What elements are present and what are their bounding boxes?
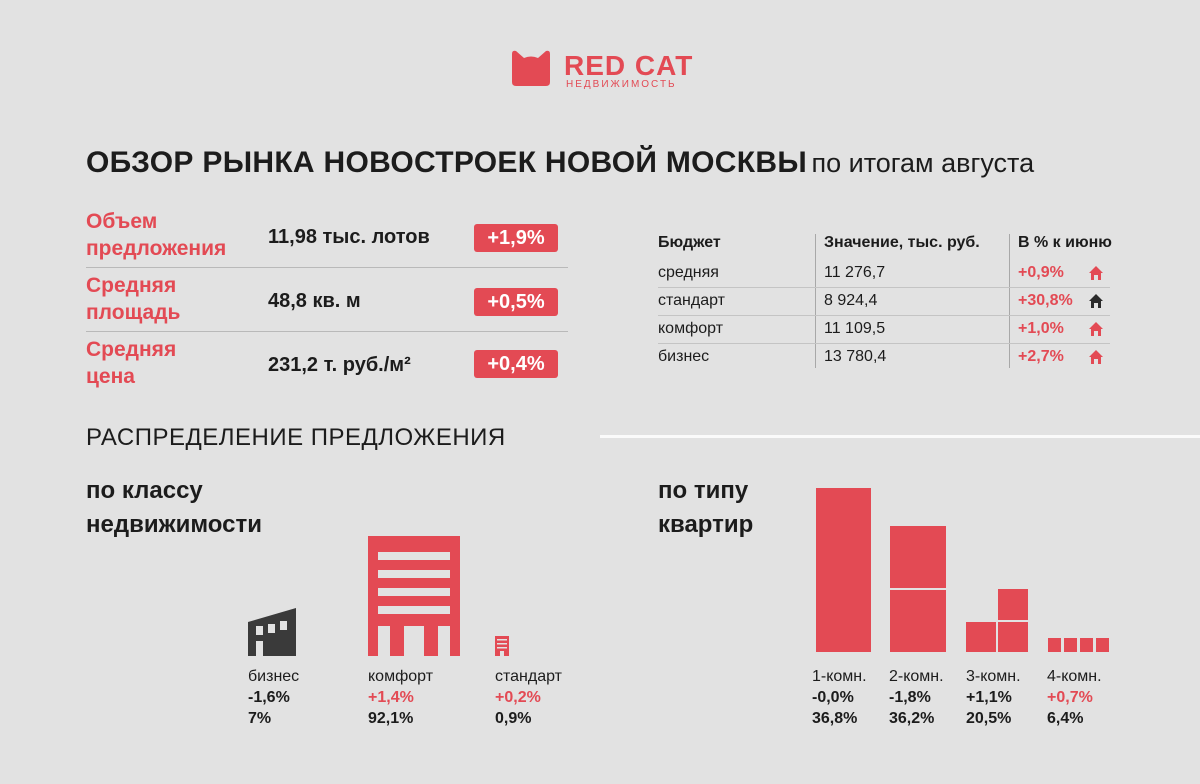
class-caption: бизнес -1,6% 7% bbox=[248, 666, 299, 729]
table-cell: 11 109,5 bbox=[824, 320, 886, 337]
kpi-label-line: Средняя bbox=[86, 274, 177, 297]
type-caption: 4-комн. +0,7% 6,4% bbox=[1047, 666, 1102, 729]
table-cell: 13 780,4 bbox=[824, 348, 887, 365]
kpi-change-badge: +1,9% bbox=[474, 224, 558, 252]
class-change: +0,2% bbox=[495, 689, 541, 706]
type-share: 36,8% bbox=[812, 710, 858, 727]
house-red-icon bbox=[1089, 322, 1103, 336]
page-title: ОБЗОР РЫНКА НОВОСТРОЕК НОВОЙ МОСКВЫ по и… bbox=[86, 146, 1034, 180]
class-name: стандарт bbox=[495, 668, 562, 685]
type-share: 20,5% bbox=[966, 710, 1012, 727]
class-change: +1,4% bbox=[368, 689, 414, 706]
type-name: 3-комн. bbox=[966, 668, 1021, 685]
kpi-label: Объем предложения bbox=[86, 208, 226, 262]
type-name: 1-комн. bbox=[812, 668, 867, 685]
type-heading-line: квартир bbox=[658, 511, 754, 538]
table-divider bbox=[815, 234, 816, 368]
bar-4-room-block bbox=[1096, 638, 1109, 652]
logo: RED CAT НЕДВИЖИМОСТЬ bbox=[510, 48, 710, 92]
kpi-label-line: цена bbox=[86, 365, 135, 388]
standard-building-icon bbox=[495, 636, 509, 656]
divider bbox=[86, 267, 568, 268]
class-share: 0,9% bbox=[495, 710, 532, 727]
bar-2-room-lower bbox=[890, 590, 946, 652]
bar-3-room-left bbox=[966, 622, 996, 652]
type-change: -0,0% bbox=[812, 689, 854, 706]
table-cell: 8 924,4 bbox=[824, 292, 878, 309]
kpi-label: Средняя площадь bbox=[86, 272, 180, 326]
table-divider bbox=[1009, 234, 1010, 368]
table-divider bbox=[658, 315, 1110, 316]
kpi-change-badge: +0,4% bbox=[474, 350, 558, 378]
type-caption: 3-комн. +1,1% 20,5% bbox=[966, 666, 1021, 729]
page-title-main: ОБЗОР РЫНКА НОВОСТРОЕК НОВОЙ МОСКВЫ bbox=[86, 146, 808, 179]
house-red-icon bbox=[1089, 350, 1103, 364]
house-dark-icon bbox=[1089, 294, 1103, 308]
table-cell: комфорт bbox=[658, 320, 724, 337]
house-red-icon bbox=[1089, 266, 1103, 280]
kpi-label-line: площадь bbox=[86, 301, 181, 324]
section-title: РАСПРЕДЕЛЕНИЕ ПРЕДЛОЖЕНИЯ bbox=[86, 424, 506, 451]
class-heading-line: по классу bbox=[86, 477, 203, 504]
bar-3-room-top bbox=[998, 589, 1028, 620]
table-cell: 11 276,7 bbox=[824, 264, 886, 281]
kpi-label-line: Объем bbox=[86, 210, 158, 233]
comfort-building-icon bbox=[368, 536, 460, 656]
kpi-change-badge: +0,5% bbox=[474, 288, 558, 316]
table-header: В % к июню bbox=[1018, 234, 1112, 251]
kpi-block: Объем предложения 11,98 тыс. лотов +1,9%… bbox=[86, 208, 568, 388]
logo-brand: RED CAT bbox=[564, 50, 694, 81]
table-cell: средняя bbox=[658, 264, 719, 281]
class-name: бизнес bbox=[248, 668, 300, 685]
class-caption: стандарт +0,2% 0,9% bbox=[495, 666, 562, 729]
table-cell: +0,9% bbox=[1018, 264, 1064, 281]
table-cell: бизнес bbox=[658, 348, 710, 365]
type-change: -1,8% bbox=[889, 689, 931, 706]
kpi-value: 48,8 кв. м bbox=[268, 290, 361, 312]
bar-4-room-block bbox=[1048, 638, 1061, 652]
table-divider bbox=[658, 287, 1110, 288]
type-name: 2-комн. bbox=[889, 668, 944, 685]
bar-4-room-block bbox=[1064, 638, 1077, 652]
class-share: 7% bbox=[248, 710, 272, 727]
type-caption: 1-комн. -0,0% 36,8% bbox=[812, 666, 867, 729]
bar-3-room-right bbox=[998, 622, 1028, 652]
class-share: 92,1% bbox=[368, 710, 414, 727]
kpi-label-line: предложения bbox=[86, 237, 227, 260]
type-change: +0,7% bbox=[1047, 689, 1093, 706]
kpi-value: 231,2 т. руб./м² bbox=[268, 354, 411, 376]
kpi-value: 11,98 тыс. лотов bbox=[268, 226, 430, 248]
table-header: Бюджет bbox=[658, 234, 721, 251]
kpi-label-line: Средняя bbox=[86, 338, 177, 361]
bar-4-room-block bbox=[1080, 638, 1093, 652]
type-heading-line: по типу bbox=[658, 477, 749, 504]
class-change: -1,6% bbox=[248, 689, 290, 706]
business-building-icon bbox=[248, 608, 296, 656]
class-heading: по классу недвижимости bbox=[86, 474, 262, 542]
class-heading-line: недвижимости bbox=[86, 511, 262, 538]
divider bbox=[86, 331, 568, 332]
table-divider bbox=[658, 343, 1110, 344]
table-cell: +30,8% bbox=[1018, 292, 1073, 309]
bar-2-room-upper bbox=[890, 526, 946, 588]
kpi-label: Средняя цена bbox=[86, 336, 176, 390]
section-rule bbox=[600, 435, 1200, 438]
bar-1-room bbox=[816, 488, 871, 652]
cat-logo-icon bbox=[512, 50, 550, 86]
type-heading: по типу квартир bbox=[658, 474, 753, 542]
table-cell: стандарт bbox=[658, 292, 725, 309]
page-title-sub: по итогам августа bbox=[811, 148, 1035, 178]
type-name: 4-комн. bbox=[1047, 668, 1102, 685]
table-cell: +2,7% bbox=[1018, 348, 1064, 365]
table-cell: +1,0% bbox=[1018, 320, 1064, 337]
class-name: комфорт bbox=[368, 668, 434, 685]
type-share: 36,2% bbox=[889, 710, 935, 727]
type-change: +1,1% bbox=[966, 689, 1012, 706]
logo-subtitle: НЕДВИЖИМОСТЬ bbox=[566, 79, 677, 90]
type-caption: 2-комн. -1,8% 36,2% bbox=[889, 666, 944, 729]
table-header: Значение, тыс. руб. bbox=[824, 234, 980, 251]
type-share: 6,4% bbox=[1047, 710, 1084, 727]
class-caption: комфорт +1,4% 92,1% bbox=[368, 666, 433, 729]
budget-table: Бюджет Значение, тыс. руб. В % к июню ср… bbox=[658, 234, 1118, 374]
